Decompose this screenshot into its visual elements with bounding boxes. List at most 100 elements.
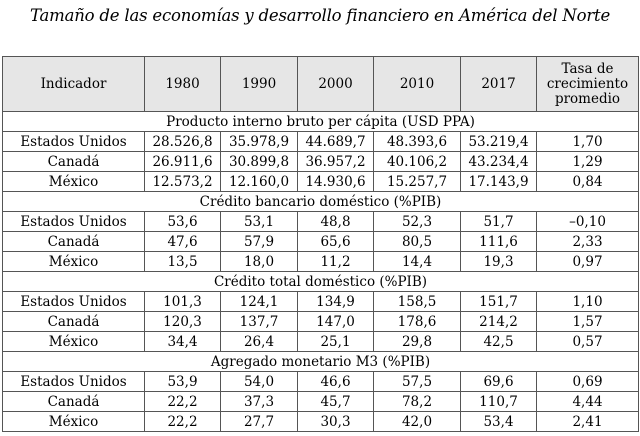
header-row: Indicador 1980 1990 2000 2010 2017 Tasa … <box>2 56 639 112</box>
row-indicator: Canadá <box>2 311 145 332</box>
table-row: Canadá 47,6 57,9 65,6 80,5 111,6 2,33 <box>2 231 639 252</box>
table-cell: 36.957,2 <box>297 151 374 172</box>
table-cell: 30,3 <box>297 411 374 432</box>
table-cell: 53,6 <box>144 211 221 232</box>
column-header-1980: 1980 <box>144 56 221 112</box>
column-header-tasa-crecimiento: Tasa de crecimiento promedio <box>536 56 639 112</box>
row-indicator: México <box>2 171 145 192</box>
table-cell: 2,41 <box>536 411 639 432</box>
section-row: Crédito total doméstico (%PIB) <box>2 271 639 292</box>
table-cell: 53,9 <box>144 371 221 392</box>
table-cell: 57,5 <box>373 371 461 392</box>
table-cell: 78,2 <box>373 391 461 412</box>
table-cell: 28.526,8 <box>144 131 221 152</box>
table-cell: 47,6 <box>144 231 221 252</box>
table-cell: 53.219,4 <box>460 131 537 152</box>
table-cell: 17.143,9 <box>460 171 537 192</box>
table-cell: 134,9 <box>297 291 374 312</box>
table-cell: 44.689,7 <box>297 131 374 152</box>
table-row: México 12.573,2 12.160,0 14.930,6 15.257… <box>2 171 639 192</box>
data-table: Indicador 1980 1990 2000 2010 2017 Tasa … <box>2 56 639 432</box>
table-cell: 26,4 <box>220 331 298 352</box>
table-cell: 42,0 <box>373 411 461 432</box>
table-cell: 2,33 <box>536 231 639 252</box>
table-cell: 18,0 <box>220 251 298 272</box>
table-cell: 101,3 <box>144 291 221 312</box>
section-title-credito-total: Crédito total doméstico (%PIB) <box>2 271 639 292</box>
row-indicator: México <box>2 251 145 272</box>
table-row: Canadá 26.911,6 30.899,8 36.957,2 40.106… <box>2 151 639 172</box>
table-cell: 40.106,2 <box>373 151 461 172</box>
section-title-agregado-m3: Agregado monetario M3 (%PIB) <box>2 351 639 372</box>
table-cell: 120,3 <box>144 311 221 332</box>
row-indicator: México <box>2 331 145 352</box>
table-cell: 34,4 <box>144 331 221 352</box>
table-cell: 22,2 <box>144 391 221 412</box>
column-header-2010: 2010 <box>373 56 461 112</box>
section-title-pib: Producto interno bruto per cápita (USD P… <box>2 111 639 132</box>
table-cell: 48,8 <box>297 211 374 232</box>
table-cell: 45,7 <box>297 391 374 412</box>
table-row: Estados Unidos 53,9 54,0 46,6 57,5 69,6 … <box>2 371 639 392</box>
table-cell: –0,10 <box>536 211 639 232</box>
section-row: Producto interno bruto per cápita (USD P… <box>2 111 639 132</box>
table-cell: 137,7 <box>220 311 298 332</box>
table-row: México 22,2 27,7 30,3 42,0 53,4 2,41 <box>2 411 639 432</box>
table-cell: 1,10 <box>536 291 639 312</box>
table-cell: 0,84 <box>536 171 639 192</box>
table-cell: 0,97 <box>536 251 639 272</box>
table-cell: 46,6 <box>297 371 374 392</box>
table-cell: 158,5 <box>373 291 461 312</box>
table-cell: 57,9 <box>220 231 298 252</box>
table-cell: 15.257,7 <box>373 171 461 192</box>
table-cell: 43.234,4 <box>460 151 537 172</box>
table-cell: 19,3 <box>460 251 537 272</box>
table-cell: 53,1 <box>220 211 298 232</box>
table-cell: 1,70 <box>536 131 639 152</box>
table-cell: 12.573,2 <box>144 171 221 192</box>
table-cell: 14,4 <box>373 251 461 272</box>
table-cell: 0,69 <box>536 371 639 392</box>
table-cell: 1,57 <box>536 311 639 332</box>
column-header-2000: 2000 <box>297 56 374 112</box>
table-cell: 110,7 <box>460 391 537 412</box>
table-cell: 0,57 <box>536 331 639 352</box>
column-header-1990: 1990 <box>220 56 298 112</box>
table-row: México 13,5 18,0 11,2 14,4 19,3 0,97 <box>2 251 639 272</box>
table-cell: 48.393,6 <box>373 131 461 152</box>
table-cell: 4,44 <box>536 391 639 412</box>
row-indicator: Canadá <box>2 231 145 252</box>
table-cell: 54,0 <box>220 371 298 392</box>
table-cell: 37,3 <box>220 391 298 412</box>
table-row: Estados Unidos 53,6 53,1 48,8 52,3 51,7 … <box>2 211 639 232</box>
section-row: Agregado monetario M3 (%PIB) <box>2 351 639 372</box>
table-cell: 26.911,6 <box>144 151 221 172</box>
column-header-2017: 2017 <box>460 56 537 112</box>
table-cell: 51,7 <box>460 211 537 232</box>
table-cell: 69,6 <box>460 371 537 392</box>
table-cell: 147,0 <box>297 311 374 332</box>
table-cell: 22,2 <box>144 411 221 432</box>
table-cell: 80,5 <box>373 231 461 252</box>
table-title: Tamaño de las economías y desarrollo fin… <box>29 6 611 25</box>
table-row: Canadá 22,2 37,3 45,7 78,2 110,7 4,44 <box>2 391 639 412</box>
table-cell: 42,5 <box>460 331 537 352</box>
table-cell: 29,8 <box>373 331 461 352</box>
section-row: Crédito bancario doméstico (%PIB) <box>2 191 639 212</box>
row-indicator: Canadá <box>2 391 145 412</box>
table-cell: 65,6 <box>297 231 374 252</box>
table-cell: 11,2 <box>297 251 374 272</box>
row-indicator: Estados Unidos <box>2 291 145 312</box>
row-indicator: Estados Unidos <box>2 131 145 152</box>
table-cell: 35.978,9 <box>220 131 298 152</box>
table-cell: 14.930,6 <box>297 171 374 192</box>
table-row: México 34,4 26,4 25,1 29,8 42,5 0,57 <box>2 331 639 352</box>
table-cell: 30.899,8 <box>220 151 298 172</box>
table-cell: 27,7 <box>220 411 298 432</box>
row-indicator: Canadá <box>2 151 145 172</box>
row-indicator: Estados Unidos <box>2 371 145 392</box>
column-header-indicador: Indicador <box>2 56 145 112</box>
section-title-credito-bancario: Crédito bancario doméstico (%PIB) <box>2 191 639 212</box>
table-row: Estados Unidos 28.526,8 35.978,9 44.689,… <box>2 131 639 152</box>
table-cell: 13,5 <box>144 251 221 272</box>
